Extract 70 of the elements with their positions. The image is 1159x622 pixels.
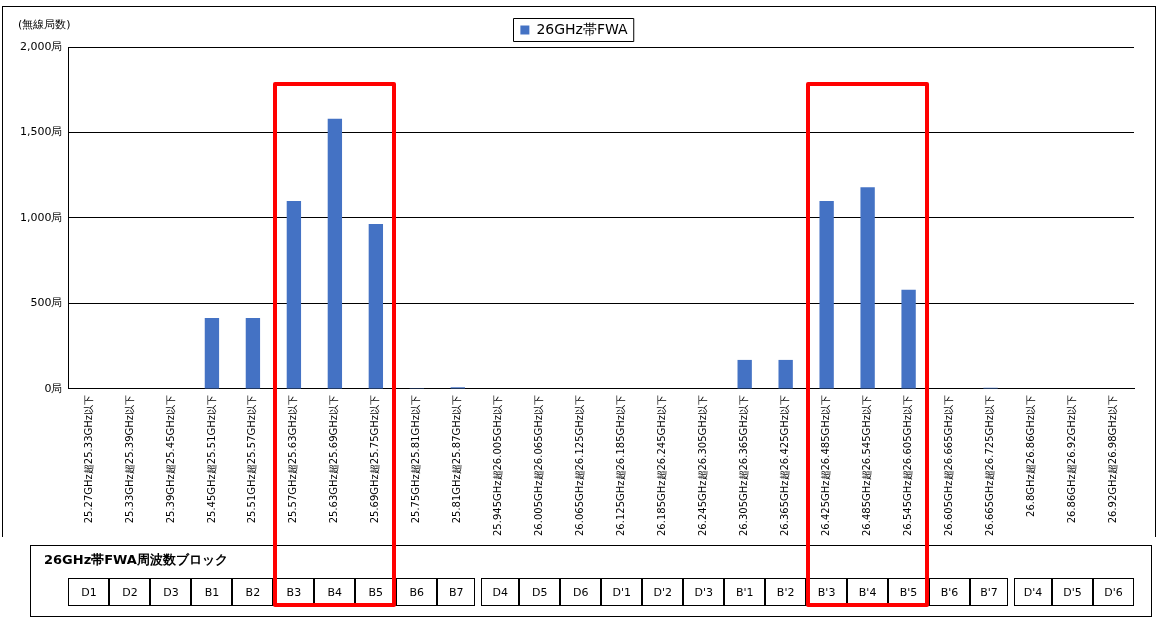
- x-tick-label: 26.8GHz超26.86GHz以下: [1025, 394, 1037, 517]
- y-tick-label: 2,000局: [19, 39, 63, 53]
- bar: [819, 200, 834, 389]
- text: B'7: [970, 578, 1009, 606]
- x-tick-label: 26.425GHz超26.485GHz以下: [820, 394, 832, 536]
- x-tick-label: 25.75GHz超25.81GHz以下: [410, 394, 422, 524]
- x-tick-label: 25.63GHz超25.69GHz以下: [328, 394, 340, 524]
- x-tick-label: 25.39GHz超25.45GHz以下: [164, 394, 176, 524]
- text: D3: [150, 578, 192, 606]
- x-tick-label: 25.945GHz超26.005GHz以下: [492, 394, 504, 536]
- text: B'1: [724, 578, 766, 606]
- x-tick-label: 25.27GHz超25.33GHz以下: [82, 394, 94, 524]
- text: D1: [68, 578, 110, 606]
- bar: [286, 200, 302, 389]
- x-tick-label: 25.51GHz超25.57GHz以下: [246, 394, 258, 524]
- x-tick-label: 26.365GHz超26.425GHz以下: [779, 394, 791, 536]
- x-tick-label: 26.245GHz超26.305GHz以下: [697, 394, 709, 536]
- text: D2: [109, 578, 151, 606]
- x-tick-label: 26.545GHz超26.605GHz以下: [902, 394, 914, 536]
- text: D'2: [642, 578, 684, 606]
- text: D6: [560, 578, 602, 606]
- x-tick-label: 26.485GHz超26.545GHz以下: [861, 394, 873, 536]
- text: D'3: [683, 578, 725, 606]
- x-tick-label: 26.665GHz超26.725GHz以下: [984, 394, 996, 536]
- text: B2: [232, 578, 274, 606]
- text: B'2: [765, 578, 807, 606]
- bar: [245, 318, 261, 389]
- y-tick-label: 1,500局: [19, 125, 63, 139]
- x-tick-label: 26.86GHz超26.92GHz以下: [1066, 394, 1078, 524]
- text: B3: [273, 578, 315, 606]
- text: B6: [396, 578, 438, 606]
- x-tick-label: 26.185GHz超26.245GHz以下: [656, 394, 668, 536]
- bar: [204, 318, 220, 389]
- x-tick-label: 26.125GHz超26.185GHz以下: [615, 394, 627, 536]
- x-tick-label: 25.81GHz超25.87GHz以下: [451, 394, 463, 524]
- x-tick-label: 26.005GHz超26.065GHz以下: [533, 394, 545, 536]
- bar: [860, 187, 875, 389]
- y-tick-label: 0局: [44, 381, 63, 395]
- text: D5: [519, 578, 561, 606]
- x-tick-label: 25.45GHz超25.51GHz以下: [205, 394, 217, 524]
- text: D4: [481, 578, 520, 606]
- x-tick-label: 26.605GHz超26.665GHz以下: [943, 394, 955, 536]
- legend-label: 26GHz帯FWA: [536, 20, 629, 37]
- bar: [327, 118, 343, 389]
- x-tick-label: 26.92GHz超26.98GHz以下: [1107, 394, 1119, 524]
- text: D'1: [601, 578, 643, 606]
- text: B4: [314, 578, 356, 606]
- text: B5: [355, 578, 397, 606]
- bar: [368, 223, 384, 389]
- text: D'4: [1014, 578, 1053, 606]
- text: B'3: [806, 578, 848, 606]
- y-tick-label: 1,000局: [19, 210, 63, 224]
- bar: [737, 359, 752, 389]
- text: B'6: [929, 578, 971, 606]
- text: B7: [437, 578, 476, 606]
- text: D'5: [1052, 578, 1093, 606]
- text: D'6: [1093, 578, 1134, 606]
- text: B'4: [847, 578, 889, 606]
- x-tick-label: 26.305GHz超26.365GHz以下: [738, 394, 750, 536]
- bar: [778, 359, 793, 389]
- x-tick-label: 26.065GHz超26.125GHz以下: [574, 394, 586, 536]
- text: 26GHz帯FWA周波数ブロック: [44, 551, 228, 569]
- text: B1: [191, 578, 233, 606]
- y-axis-title: (無線局数): [18, 17, 71, 31]
- x-tick-label: 25.57GHz超25.63GHz以下: [287, 394, 299, 524]
- x-tick-label: 25.33GHz超25.39GHz以下: [123, 394, 135, 524]
- bar: [901, 289, 916, 389]
- y-tick-label: 500局: [30, 296, 63, 310]
- text: B'5: [888, 578, 930, 606]
- x-tick-label: 25.69GHz超25.75GHz以下: [369, 394, 381, 524]
